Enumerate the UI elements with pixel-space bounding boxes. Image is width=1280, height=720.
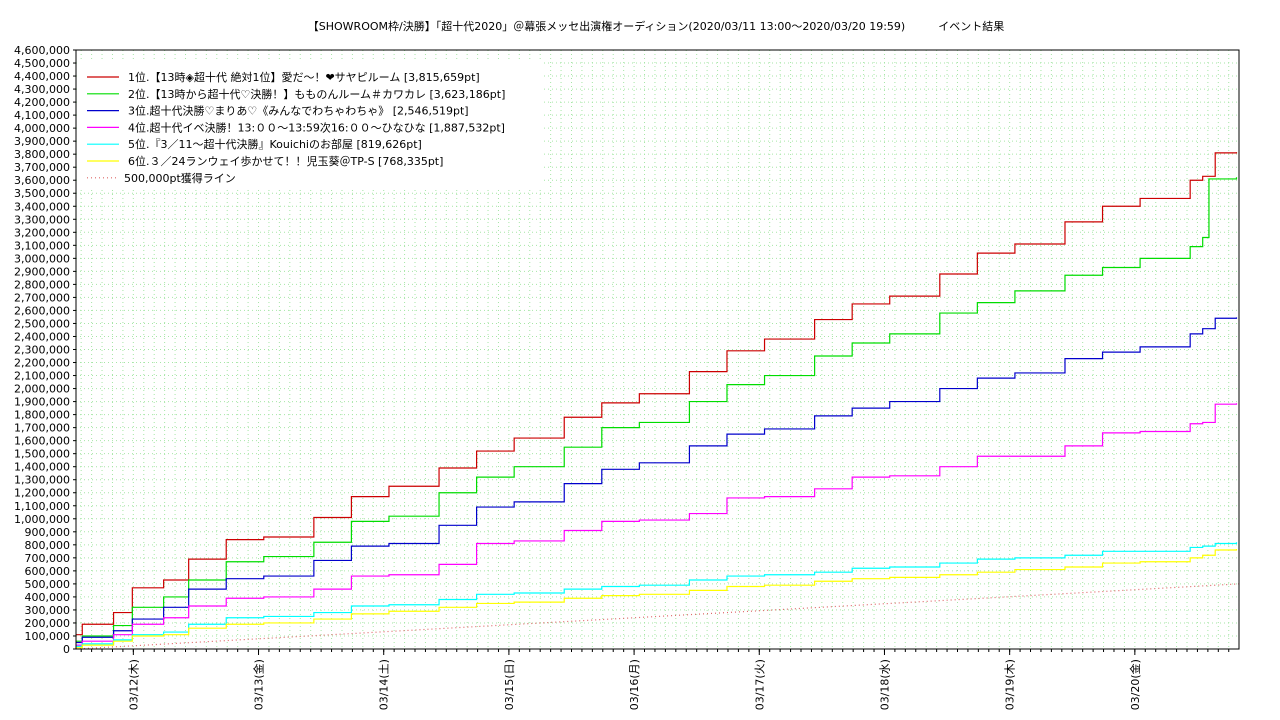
y-tick-label: 4,200,000 [14, 96, 70, 109]
y-tick-label: 3,000,000 [14, 252, 70, 265]
series-line-1 [76, 152, 1238, 636]
y-tick-label: 1,600,000 [14, 435, 70, 448]
y-tick-label: 1,200,000 [14, 487, 70, 500]
series-layer [75, 152, 1240, 650]
y-tick-label: 700,000 [25, 552, 71, 565]
x-tick-label: 03/20(金) [1128, 659, 1142, 710]
legend-label-6: 6位.３／24ランウェイ歩かせて！！児玉葵＠TP-S [768,335pt] [128, 154, 443, 168]
y-tick-label: 0 [63, 643, 70, 656]
y-tick-label: 3,500,000 [14, 187, 70, 200]
y-tick-label: 4,600,000 [14, 44, 70, 57]
legend-label-2: 2位.【13時から超十代♡決勝！】もものんルーム＃カワカレ [3,623,186… [128, 87, 505, 101]
y-tick-label: 1,900,000 [14, 396, 70, 409]
y-axis: 0100,000200,000300,000400,000500,000600,… [14, 44, 76, 656]
y-tick-label: 4,300,000 [14, 83, 70, 96]
x-tick-label: 03/17(火) [753, 659, 766, 710]
y-tick-label: 3,800,000 [14, 148, 70, 161]
x-tick-label: 03/13(金) [252, 659, 266, 710]
x-tick-label: 03/12(木) [127, 659, 140, 710]
y-tick-label: 2,200,000 [14, 357, 70, 370]
legend-label-4: 4位.超十代イベ決勝！13:００～13:59次16:００～ひなひな [1,887… [128, 120, 505, 134]
y-tick-label: 1,500,000 [14, 448, 70, 461]
series-line-5 [76, 542, 1238, 647]
legend-label-7: 500,000pt獲得ライン [124, 172, 236, 185]
y-tick-label: 2,500,000 [14, 317, 70, 330]
y-tick-label: 4,400,000 [14, 70, 70, 83]
legend: 1位.【13時◈超十代 絶対1位】愛だ～！❤サヤピルーム [3,815,659p… [80, 60, 544, 190]
y-tick-label: 1,300,000 [14, 474, 70, 487]
y-tick-label: 3,400,000 [14, 200, 70, 213]
y-tick-label: 2,600,000 [14, 304, 70, 317]
x-tick-label: 03/16(月) [628, 659, 641, 710]
y-tick-label: 900,000 [25, 526, 71, 539]
y-tick-label: 2,900,000 [14, 265, 70, 278]
legend-label-1: 1位.【13時◈超十代 絶対1位】愛だ～！❤サヤピルーム [3,815,659p… [128, 70, 480, 84]
y-tick-label: 200,000 [25, 617, 71, 630]
y-tick-label: 1,400,000 [14, 461, 70, 474]
y-tick-label: 4,100,000 [14, 109, 70, 122]
y-tick-label: 1,000,000 [14, 513, 70, 526]
y-tick-label: 3,100,000 [14, 239, 70, 252]
series-line-2 [76, 177, 1238, 642]
y-tick-label: 2,800,000 [14, 278, 70, 291]
y-tick-label: 1,700,000 [14, 422, 70, 435]
x-axis: 03/12(木) 03/13(金) 03/14(土) 03/15(日) 03/16(月)… [80, 649, 1230, 710]
y-tick-label: 600,000 [25, 565, 71, 578]
y-tick-label: 3,600,000 [14, 174, 70, 187]
chart-title: 【SHOWROOM枠/決勝】「超十代2020」＠幕張メッセ出演権オーディション(… [308, 19, 1004, 33]
legend-background [80, 60, 544, 190]
y-tick-label: 3,200,000 [14, 226, 70, 239]
y-tick-label: 3,300,000 [14, 213, 70, 226]
y-tick-label: 4,500,000 [14, 57, 70, 70]
x-tick-label: 03/19(木) [1004, 659, 1017, 710]
y-tick-label: 2,400,000 [14, 330, 70, 343]
y-tick-label: 1,100,000 [14, 500, 70, 513]
x-tick-label: 03/15(日) [503, 659, 516, 710]
y-tick-label: 2,000,000 [14, 383, 70, 396]
series-line-4 [76, 403, 1238, 646]
y-tick-label: 2,100,000 [14, 370, 70, 383]
y-tick-label: 500,000 [25, 578, 71, 591]
x-tick-label: 03/14(土) [378, 659, 391, 710]
y-tick-label: 2,700,000 [14, 291, 70, 304]
y-tick-label: 4,000,000 [14, 122, 70, 135]
y-tick-label: 3,900,000 [14, 135, 70, 148]
y-tick-label: 1,800,000 [14, 409, 70, 422]
y-tick-label: 3,700,000 [14, 161, 70, 174]
series-line-6 [76, 548, 1238, 649]
legend-label-3: 3位.超十代決勝♡まりあ♡《みんなでわちゃわちゃ》 [2,546,519pt] [128, 104, 469, 118]
y-tick-label: 800,000 [25, 539, 71, 552]
series-line-3 [76, 317, 1238, 644]
plot-frame [75, 49, 1240, 650]
legend-label-5: 5位.『3／11～超十代決勝』Kouichiのお部屋 [819,626pt] [128, 137, 422, 151]
y-tick-label: 2,300,000 [14, 344, 70, 357]
y-tick-label: 300,000 [25, 604, 71, 617]
y-tick-label: 400,000 [25, 591, 71, 604]
y-tick-label: 100,000 [25, 630, 71, 643]
x-tick-label: 03/18(水) [878, 659, 891, 710]
